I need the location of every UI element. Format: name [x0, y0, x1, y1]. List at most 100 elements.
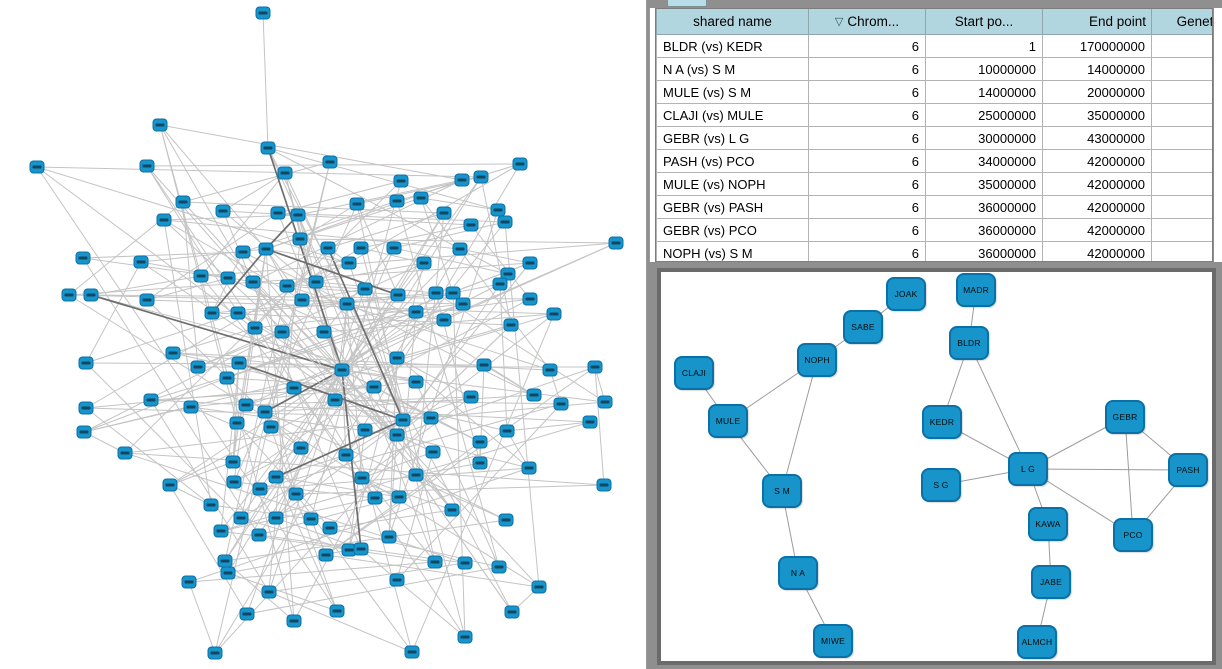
table-cell[interactable]: NOPH (vs) S M — [656, 241, 809, 261]
table-cell[interactable]: 8.9 — [1151, 195, 1212, 219]
table-cell[interactable]: 42000000 — [1042, 241, 1152, 261]
table-cell[interactable]: 6 — [808, 218, 926, 242]
network-node[interactable] — [499, 424, 515, 438]
network-node[interactable] — [215, 204, 231, 218]
network-node[interactable] — [213, 524, 229, 538]
network-node[interactable] — [608, 236, 624, 250]
table-cell[interactable]: 42000000 — [1042, 218, 1152, 242]
network-node[interactable] — [290, 208, 306, 222]
network-node[interactable] — [457, 556, 473, 570]
network-node[interactable] — [395, 413, 411, 427]
table-cell[interactable]: CLAJI (vs) MULE — [656, 103, 809, 127]
table-cell[interactable]: 20000000 — [1042, 80, 1152, 104]
network-node[interactable] — [404, 645, 420, 659]
table-cell[interactable]: 34000000 — [925, 149, 1043, 173]
network-node[interactable] — [316, 325, 332, 339]
network-node[interactable] — [587, 360, 603, 374]
network-node[interactable] — [341, 256, 357, 270]
network-node[interactable] — [521, 461, 537, 475]
network-node[interactable] — [286, 381, 302, 395]
network-node[interactable] — [288, 487, 304, 501]
network-node[interactable] — [452, 242, 468, 256]
network-node[interactable] — [268, 470, 284, 484]
table-row[interactable]: MULE (vs) S M614000000200000007.5 — [656, 80, 1212, 104]
network-node[interactable] — [263, 420, 279, 434]
network-node-na[interactable]: N A — [778, 556, 818, 590]
network-node[interactable] — [292, 232, 308, 246]
network-node[interactable] — [457, 630, 473, 644]
network-node[interactable] — [61, 288, 77, 302]
table-row[interactable]: BLDR (vs) KEDR61170000000192.0 — [656, 34, 1212, 58]
filtered-network-view[interactable]: JOAK MADR SABE BLDR NOPH CLAJI MULE KEDR GEBR L G… — [657, 268, 1216, 665]
network-node[interactable] — [428, 286, 444, 300]
network-node[interactable] — [293, 441, 309, 455]
network-node[interactable] — [367, 491, 383, 505]
network-node[interactable] — [339, 297, 355, 311]
table-cell[interactable]: 1 — [925, 34, 1043, 58]
network-node[interactable] — [553, 397, 569, 411]
network-node[interactable] — [338, 448, 354, 462]
network-node-pash[interactable]: PASH — [1168, 453, 1208, 487]
table-cell[interactable]: 6 — [808, 126, 926, 150]
network-node-sm[interactable]: S M — [762, 474, 802, 508]
network-node-lg[interactable]: L G — [1008, 452, 1048, 486]
network-node[interactable] — [408, 375, 424, 389]
main-network-view[interactable] — [0, 0, 647, 669]
network-node-jabe[interactable]: JABE — [1031, 565, 1071, 599]
table-cell[interactable]: 9.9 — [1151, 241, 1212, 261]
table-cell[interactable]: GEBR (vs) L G — [656, 126, 809, 150]
network-node[interactable] — [491, 560, 507, 574]
network-node[interactable] — [245, 275, 261, 289]
table-row[interactable]: PASH (vs) PCO6340000004200000011.4 — [656, 149, 1212, 173]
table-row[interactable]: N A (vs) S M610000000140000006.6 — [656, 57, 1212, 81]
table-cell[interactable]: 6 — [808, 172, 926, 196]
table-row[interactable]: CLAJI (vs) MULE625000000350000005.9 — [656, 103, 1212, 127]
table-cell[interactable]: 42000000 — [1042, 149, 1152, 173]
network-node[interactable] — [83, 288, 99, 302]
network-node[interactable] — [75, 251, 91, 265]
network-node[interactable] — [320, 241, 336, 255]
network-node[interactable] — [413, 191, 429, 205]
network-node[interactable] — [463, 218, 479, 232]
network-node[interactable] — [386, 241, 402, 255]
table-cell[interactable]: 6 — [808, 57, 926, 81]
network-node-almch[interactable]: ALMCH — [1017, 625, 1057, 659]
network-node-miwe[interactable]: MIWE — [813, 624, 853, 658]
network-node[interactable] — [277, 166, 293, 180]
table-scrollbar-gutter[interactable] — [1214, 8, 1222, 262]
table-cell[interactable]: 11.4 — [1151, 149, 1212, 173]
network-node[interactable] — [139, 159, 155, 173]
table-cell[interactable]: 8.4 — [1151, 218, 1212, 242]
network-node-joak[interactable]: JOAK — [886, 277, 926, 311]
network-node[interactable] — [190, 360, 206, 374]
network-node[interactable] — [597, 395, 613, 409]
network-node[interactable] — [423, 411, 439, 425]
network-node[interactable] — [238, 398, 254, 412]
table-cell[interactable]: 5.9 — [1151, 103, 1212, 127]
network-node[interactable] — [354, 471, 370, 485]
network-node[interactable] — [219, 371, 235, 385]
column-header-sharedname[interactable]: shared name — [656, 9, 809, 35]
network-node[interactable] — [473, 170, 489, 184]
network-node[interactable] — [353, 542, 369, 556]
network-node[interactable] — [492, 277, 508, 291]
network-node[interactable] — [389, 351, 405, 365]
table-cell[interactable]: 192.0 — [1151, 34, 1212, 58]
network-node[interactable] — [391, 490, 407, 504]
table-row[interactable]: GEBR (vs) L G6300000004300000016.9 — [656, 126, 1212, 150]
network-node[interactable] — [389, 194, 405, 208]
network-node[interactable] — [279, 279, 295, 293]
network-node[interactable] — [252, 482, 268, 496]
table-cell[interactable]: 6.6 — [1151, 57, 1212, 81]
network-node[interactable] — [117, 446, 133, 460]
network-node[interactable] — [504, 605, 520, 619]
network-node[interactable] — [193, 269, 209, 283]
network-node[interactable] — [247, 321, 263, 335]
network-node[interactable] — [408, 468, 424, 482]
network-node[interactable] — [220, 271, 236, 285]
network-node[interactable] — [220, 566, 236, 580]
table-cell[interactable]: 6 — [808, 195, 926, 219]
network-node[interactable] — [341, 543, 357, 557]
table-cell[interactable]: 6 — [808, 241, 926, 261]
table-row[interactable]: NOPH (vs) S M636000000420000009.9 — [656, 241, 1212, 261]
